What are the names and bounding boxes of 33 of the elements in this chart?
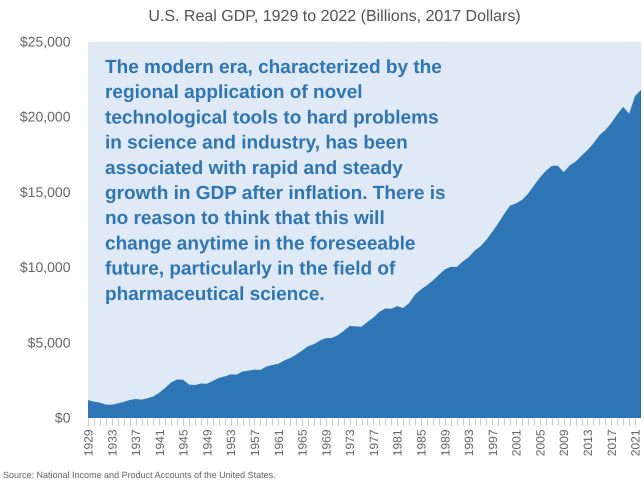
- x-tick-label: 1929: [82, 429, 96, 456]
- x-tick-label: 2009: [557, 429, 572, 456]
- y-tick-label: $10,000: [20, 259, 71, 276]
- text: The modern era, characterized by the regional application of novel technological tools to hard problems in science and industry, has been associated with rapid and steady growth in GDP after inflation. There is no reason to think that this will change anytime in the foreseeable future, particularly in the field of pharmaceutical science.: [105, 57, 446, 305]
- x-tick-label: 1941: [152, 429, 167, 456]
- x-tick-label: 1961: [272, 429, 286, 456]
- x-tick-label: 2021: [628, 429, 643, 456]
- y-tick-label: $20,000: [20, 108, 71, 125]
- source-note: Source: National Income and Product Accounts of the United States.: [3, 470, 276, 480]
- x-tick-label: 1977: [366, 429, 381, 456]
- x-tick-label: 1969: [319, 429, 334, 456]
- x-tick-label: 1945: [176, 429, 191, 456]
- y-tick-label: $0: [54, 410, 71, 426]
- x-tick-label: 2005: [533, 429, 548, 456]
- x-tick-label: 1937: [129, 429, 144, 456]
- x-tick-label: 1949: [200, 429, 214, 456]
- x-tick-label: 1965: [296, 429, 310, 456]
- chart-title: U.S. Real GDP, 1929 to 2022 (Billions, 2017 Dollars): [148, 8, 521, 25]
- y-tick-label: $25,000: [20, 34, 71, 50]
- x-tick-label: 2017: [604, 429, 619, 456]
- x-tick-label: 1981: [390, 429, 405, 456]
- x-tick-label: 2001: [510, 429, 524, 456]
- x-tick-label: 1997: [486, 429, 500, 456]
- x-tick-label: 1957: [248, 429, 262, 456]
- x-tick-label: 1989: [438, 429, 452, 456]
- x-tick-label: 1973: [343, 429, 358, 456]
- y-tick-label: $15,000: [20, 184, 71, 200]
- x-tick-label: 1953: [224, 429, 238, 456]
- x-tick-label: 2013: [580, 429, 595, 456]
- x-tick-label: 1985: [414, 429, 428, 456]
- x-tick-label: 1993: [462, 429, 476, 456]
- x-tick-label: 1933: [105, 429, 120, 456]
- y-tick-label: $5,000: [28, 334, 71, 350]
